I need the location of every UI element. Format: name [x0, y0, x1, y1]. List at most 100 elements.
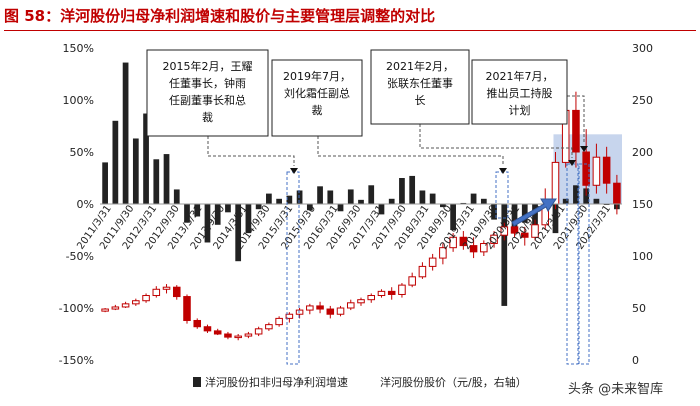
y-left-tick: 150%	[63, 42, 94, 55]
y-left-tick: -100%	[59, 302, 94, 315]
profit-growth-bar	[306, 204, 313, 211]
y-right-tick: 50	[632, 302, 646, 315]
profit-growth-bar	[409, 175, 416, 204]
candle-body	[244, 333, 253, 337]
candle-body	[234, 335, 242, 339]
candle-body	[275, 317, 283, 326]
candle-body	[449, 236, 457, 249]
annotation-text: 2021年2月，	[386, 59, 454, 73]
profit-growth-bar	[368, 185, 375, 204]
candle-body	[285, 313, 294, 319]
profit-growth-bar	[286, 195, 293, 204]
profit-growth-bar	[419, 190, 426, 204]
annotation-text: 任副董事长和总	[169, 93, 246, 107]
profit-growth-bar	[194, 204, 201, 217]
candle-body	[531, 224, 539, 238]
candle-body	[336, 307, 345, 315]
event-connector	[419, 124, 573, 158]
profit-growth-bar	[347, 189, 354, 204]
candle-body	[520, 232, 529, 238]
legend: 洋河股份扣非归母净利润增速 洋河股份股价（元/股，右轴）	[193, 375, 527, 389]
profit-growth-bar	[327, 190, 334, 204]
profit-growth-bar	[143, 113, 149, 204]
candle-body	[551, 161, 560, 205]
candle-body	[316, 305, 324, 310]
profit-growth-bar	[122, 62, 129, 205]
annotation-text: 裁	[312, 104, 323, 117]
profit-growth-bar	[204, 204, 211, 243]
profit-growth-bar	[450, 204, 456, 230]
candle-body	[592, 156, 601, 186]
y-left-tick: 0%	[77, 198, 94, 211]
y-left-tick: 100%	[63, 94, 94, 107]
profit-growth-bar	[470, 193, 477, 204]
candle-body	[398, 284, 406, 295]
candle-body	[510, 226, 519, 234]
profit-growth-bar	[491, 204, 497, 220]
candle-body	[480, 243, 488, 253]
annotation-text: 2015年2月，王耀	[163, 59, 253, 73]
y-right-tick: 150	[632, 198, 653, 211]
candle-body	[295, 309, 304, 315]
candle-body	[162, 286, 171, 290]
event-arrowhead	[580, 146, 588, 152]
candle-body	[224, 333, 232, 338]
y-right-tick: 200	[632, 146, 653, 159]
profit-growth-bar	[317, 186, 323, 204]
profit-growth-bar	[235, 204, 242, 262]
event-connector	[207, 136, 295, 166]
profit-growth-bar	[562, 198, 569, 204]
profit-growth-bar	[112, 120, 119, 204]
candle-body	[367, 295, 376, 301]
profit-growth-bar	[429, 193, 436, 204]
candle-body	[306, 305, 314, 311]
annotation-text: 计划	[509, 104, 531, 117]
candle-body	[357, 299, 365, 304]
annotation-text: 任董事长，钟雨	[169, 76, 246, 90]
legend-swatch-bar	[193, 377, 201, 387]
chart-title: 图 58：洋河股份归母净利润增速和股价与主要管理层调整的对比	[4, 7, 436, 25]
profit-growth-bar	[399, 178, 405, 204]
profit-growth-bar	[255, 204, 262, 210]
candle-body	[613, 182, 621, 205]
candle-body	[582, 151, 590, 186]
candle-body	[326, 308, 335, 315]
profit-growth-bar	[378, 204, 385, 215]
candle-body	[254, 328, 263, 335]
y-right-tick: 250	[632, 94, 653, 107]
candle-body	[346, 302, 355, 309]
annotation-text: 长	[415, 94, 426, 107]
candle-body	[459, 236, 468, 247]
candle-body	[172, 286, 181, 298]
profit-growth-bar	[480, 198, 487, 204]
profit-growth-bar	[583, 188, 590, 204]
profit-growth-bars	[102, 62, 620, 306]
annotation-box	[370, 49, 470, 125]
event-connector	[317, 136, 504, 166]
candle-body	[469, 245, 478, 253]
profit-growth-bar	[163, 154, 170, 204]
candle-body	[500, 226, 509, 236]
candle-body	[213, 330, 222, 335]
y-right-tick: 300	[632, 42, 653, 55]
candle-body	[193, 319, 202, 328]
profit-growth-bar	[440, 204, 446, 208]
profit-growth-bar	[511, 204, 518, 230]
event-dashed-box	[578, 163, 590, 365]
profit-growth-bar	[501, 204, 508, 306]
annotation-text: 2021年7月，	[486, 69, 554, 83]
profit-growth-bar	[521, 204, 528, 223]
event-arrowhead	[499, 168, 507, 174]
candle-body	[203, 326, 212, 332]
candle-body	[265, 324, 273, 330]
candle-body	[418, 265, 427, 278]
candle-body	[111, 306, 120, 310]
annotation-text: 推出员工持股	[487, 86, 553, 100]
profit-growth-bar	[173, 189, 180, 204]
y-right-tick: 100	[632, 250, 653, 263]
profit-growth-bar	[593, 198, 600, 204]
profit-growth-bar	[296, 190, 303, 204]
candle-body	[387, 290, 396, 295]
